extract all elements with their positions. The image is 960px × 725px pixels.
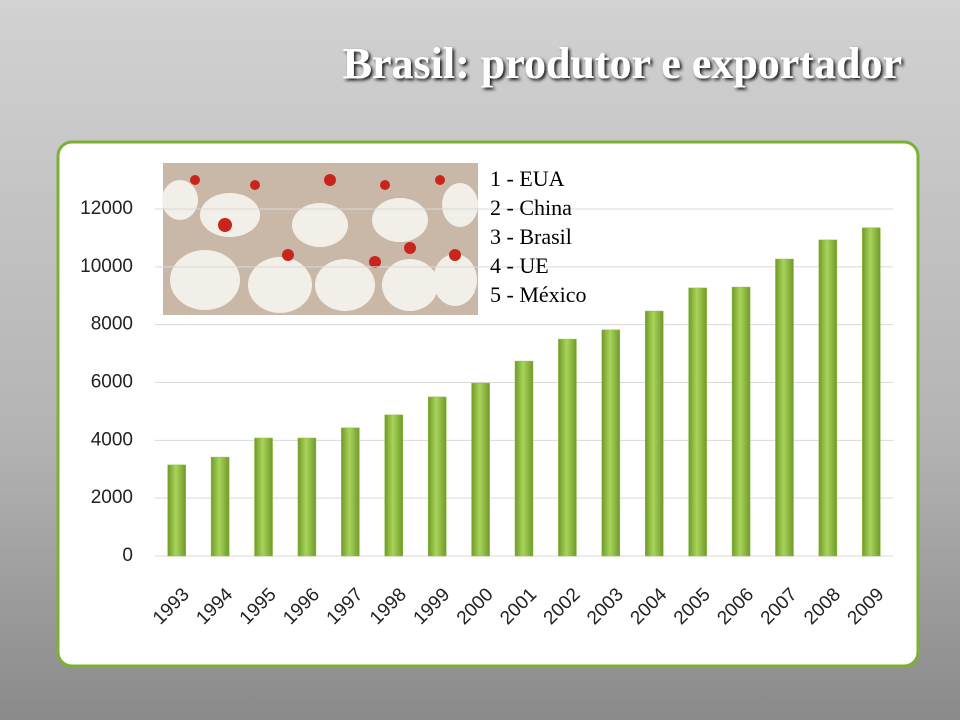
bar (254, 437, 273, 557)
bar (297, 437, 317, 557)
y-tick-label: 8000 (91, 314, 133, 335)
bar (167, 464, 186, 557)
bar (601, 329, 621, 557)
ranking-item: 1 - EUA (490, 166, 565, 191)
bar (471, 382, 490, 557)
y-tick-label: 0 (122, 545, 133, 566)
y-tick-label: 4000 (91, 429, 133, 450)
bar (341, 427, 360, 557)
photo (162, 163, 478, 315)
bar (384, 414, 404, 557)
ranking-item: 5 - México (490, 282, 587, 307)
y-tick-label: 12000 (80, 198, 133, 219)
y-tick-label: 2000 (91, 487, 133, 508)
bar (514, 360, 534, 557)
bar (862, 227, 881, 557)
bar (644, 310, 664, 557)
y-tick-label: 6000 (91, 372, 133, 393)
bar (731, 286, 751, 557)
bar (688, 287, 707, 557)
ranking-item: 2 - China (490, 195, 572, 220)
bar (210, 456, 230, 557)
bar (818, 239, 838, 557)
bar (427, 396, 447, 557)
ranking-item: 4 - UE (490, 253, 549, 278)
bar (558, 338, 577, 557)
slide-title: Brasil: produtor e exportador (343, 39, 902, 88)
ranking-item: 3 - Brasil (490, 224, 572, 249)
y-tick-label: 10000 (80, 256, 133, 277)
bar (775, 258, 794, 557)
